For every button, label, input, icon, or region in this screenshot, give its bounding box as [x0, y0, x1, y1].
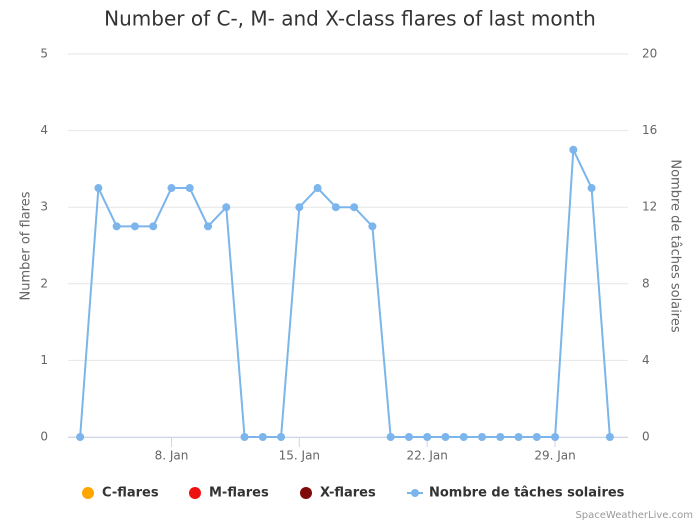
y-tick-label: 5	[40, 47, 48, 61]
point	[277, 433, 286, 441]
y-tick-label: 2	[40, 276, 48, 290]
credit: SpaceWeatherLive.com	[575, 510, 693, 521]
y2-tick-label: 4	[642, 353, 650, 367]
legend-item[interactable]: X-flares	[300, 486, 376, 501]
x-tick-label: 29. Jan	[534, 449, 575, 463]
point	[496, 433, 505, 441]
point	[112, 222, 121, 231]
point	[94, 184, 103, 193]
point	[386, 433, 395, 441]
point	[569, 145, 578, 154]
legend-item[interactable]: C-flares	[82, 486, 159, 501]
y-tick-label: 4	[40, 123, 48, 137]
y-axis-title: Number of flares	[19, 191, 34, 300]
y2-axis-title: Nombre de tâches solaires	[668, 159, 683, 332]
point	[350, 203, 359, 212]
legend-marker	[82, 487, 94, 499]
point	[368, 222, 377, 231]
point	[130, 222, 139, 231]
x-tick-label: 15. Jan	[279, 449, 320, 463]
point	[313, 184, 322, 193]
point	[532, 433, 541, 441]
point	[331, 203, 340, 212]
y-tick-label: 3	[40, 200, 48, 214]
y2-tick-label: 20	[642, 47, 657, 61]
point	[551, 433, 560, 441]
legend-marker	[189, 487, 201, 499]
point	[459, 433, 468, 441]
point	[240, 433, 249, 441]
point	[441, 433, 450, 441]
legend-item[interactable]: Nombre de tâches solaires	[407, 486, 625, 501]
y-tick-label: 0	[40, 430, 48, 444]
point	[404, 433, 413, 441]
y2-tick-label: 12	[642, 200, 657, 214]
legend-label: X-flares	[320, 486, 376, 501]
legend-marker	[300, 487, 312, 499]
point	[514, 433, 523, 441]
point	[478, 433, 486, 441]
point	[185, 184, 194, 193]
legend: C-flares M-flares X-flares Nombre de tâches…	[82, 486, 625, 501]
legend-label: M-flares	[209, 486, 269, 501]
x-tick-label: 22. Jan	[406, 449, 447, 463]
point	[149, 222, 158, 231]
legend-marker	[411, 489, 419, 497]
chart-title: Number of C-, M- and X-class flares of l…	[104, 7, 596, 31]
y2-tick-label: 8	[642, 276, 650, 290]
point	[258, 433, 267, 441]
point	[605, 433, 614, 441]
y2-tick-label: 16	[642, 123, 657, 137]
legend-label: C-flares	[102, 486, 159, 501]
point	[423, 433, 432, 441]
point	[295, 203, 304, 212]
legend-item[interactable]: M-flares	[189, 486, 269, 501]
y2-tick-label: 0	[642, 430, 650, 444]
y-tick-label: 1	[40, 353, 48, 367]
point	[204, 222, 212, 231]
x-tick-label: 8. Jan	[155, 449, 189, 463]
point	[167, 184, 176, 193]
point	[587, 184, 596, 193]
series-line	[79, 145, 611, 438]
point	[76, 433, 85, 441]
legend-label: Nombre de tâches solaires	[429, 486, 625, 501]
point	[222, 203, 231, 212]
